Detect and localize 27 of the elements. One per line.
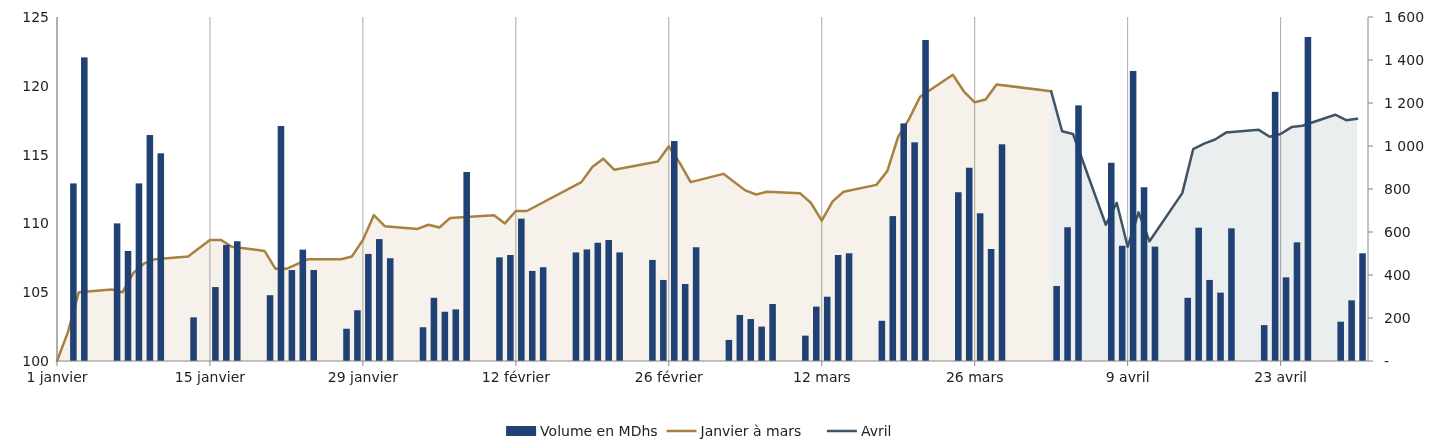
x-tick-label: 26 février [634, 369, 704, 385]
y2-tick-label: - [1384, 353, 1390, 369]
y-tick-label: 110 [22, 215, 49, 232]
y-tick-label: 100 [22, 353, 49, 369]
x-tick-label: 23 avril [1254, 369, 1307, 385]
y2-tick-label: 1 000 [1384, 138, 1425, 154]
legend-label: Janvier à mars [699, 423, 802, 439]
x-tick-label: 1 janvier [26, 369, 88, 385]
y2-tick-label: 1 200 [1384, 95, 1425, 111]
x-tick-label: 29 janvier [327, 369, 399, 385]
x-tick-label: 15 janvier [174, 369, 246, 385]
y2-tick-label: 200 [1384, 310, 1411, 326]
y2-tick-label: 600 [1384, 224, 1411, 240]
y2-tick-label: 1 400 [1384, 52, 1425, 68]
legend-label: Volume en MDhs [540, 423, 658, 439]
y2-tick-label: 1 600 [1384, 9, 1425, 25]
y2-tick-label: 400 [1384, 267, 1411, 283]
y-tick-label: 105 [22, 284, 49, 301]
x-tick-label: 12 février [481, 369, 551, 385]
y-tick-label: 125 [22, 9, 49, 25]
x-tick-label: 9 avril [1105, 369, 1150, 385]
y-tick-label: 120 [22, 77, 49, 94]
legend-label: Avril [860, 423, 892, 439]
x-tick-label: 12 mars [792, 369, 851, 385]
y-tick-label: 115 [22, 146, 49, 163]
x-tick-label: 26 mars [945, 369, 1004, 385]
y2-tick-label: 800 [1384, 181, 1411, 197]
